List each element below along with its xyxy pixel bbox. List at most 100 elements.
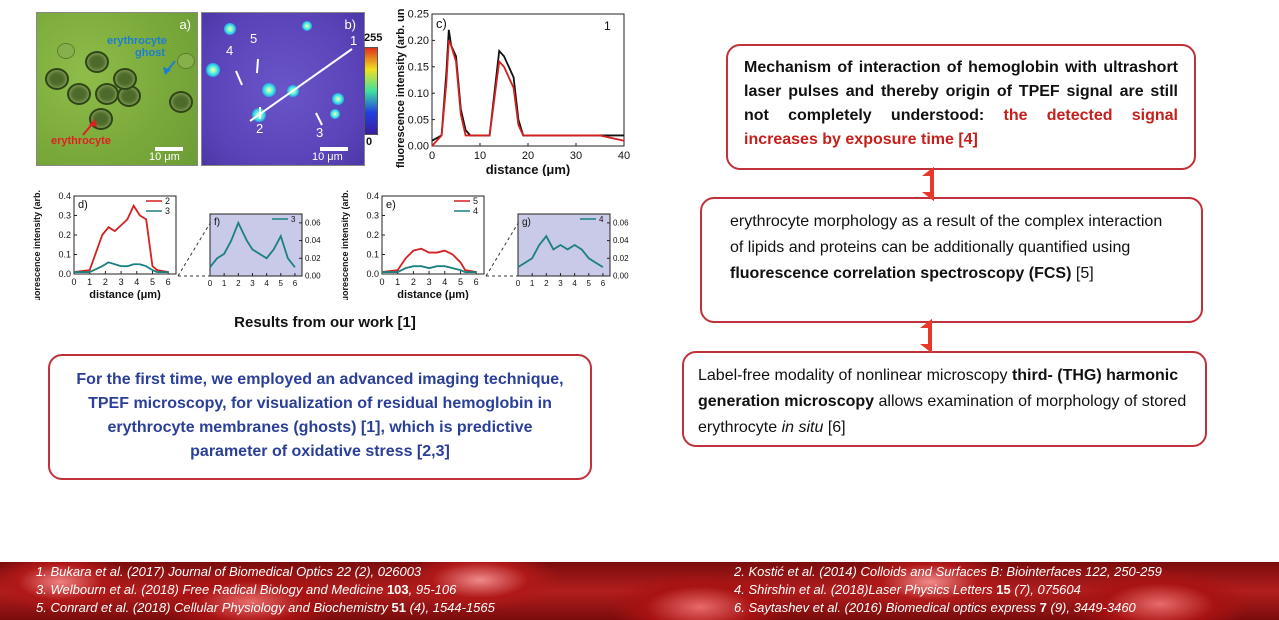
panel-label: e) xyxy=(386,199,396,211)
reference-6: 6. Saytashev et al. (2016) Biomedical op… xyxy=(734,600,1136,615)
x-tick-label: 40 xyxy=(618,150,630,162)
cell xyxy=(169,91,193,113)
x-tick-label: 3 xyxy=(250,279,255,288)
x-axis-label: distance (μm) xyxy=(486,162,571,176)
x-tick-label: 4 xyxy=(442,277,447,287)
y-tick-label: 0.05 xyxy=(408,114,429,126)
y-tick-label: 0.1 xyxy=(58,250,71,260)
chart-f: 0 1 2 3 4 5 60.000.020.040.06f) 3 xyxy=(208,213,321,288)
y-tick-label: 0.3 xyxy=(366,211,379,221)
first-time-box: For the first time, we employed an advan… xyxy=(48,354,592,480)
x-tick-label: 2 xyxy=(544,279,549,288)
profile-lines xyxy=(235,48,353,151)
reference-4: 4. Shirshin et al. (2018)Laser Physics L… xyxy=(734,582,1081,597)
y-tick-label: 0.06 xyxy=(613,219,629,228)
cell xyxy=(113,68,137,90)
series-line xyxy=(209,220,296,268)
y-tick-label: 0.20 xyxy=(408,35,429,47)
double-arrow-2 xyxy=(920,318,932,354)
cell xyxy=(85,51,109,73)
plot-area xyxy=(73,195,177,275)
line-label-3: 3 xyxy=(316,125,324,140)
reference-2: 2. Kostić et al. (2014) Colloids and Sur… xyxy=(734,564,1162,579)
x-tick-label: 5 xyxy=(279,279,284,288)
legend-label: 4 xyxy=(599,215,604,224)
x-tick-label: 0 xyxy=(71,277,76,287)
x-tick-label: 4 xyxy=(572,279,577,288)
y-tick-label: 0.00 xyxy=(613,272,629,281)
colorbar-max: 255 xyxy=(364,32,383,44)
y-tick-label: 0.04 xyxy=(613,236,629,245)
erythrocyte-label: erythrocyte xyxy=(51,135,111,147)
x-tick-label: 2 xyxy=(411,277,416,287)
micrograph-a: a) erythrocyte ghost erythrocyte 10 μm xyxy=(36,12,198,166)
x-tick-label: 1 xyxy=(87,277,92,287)
y-tick-label: 0.00 xyxy=(305,272,321,281)
x-tick-label: 10 xyxy=(474,150,486,162)
panel-label: f) xyxy=(214,217,220,228)
panel-label-b: b) xyxy=(344,17,356,32)
x-tick-label: 1 xyxy=(222,279,227,288)
y-tick-label: 0.25 xyxy=(408,9,429,21)
reference-1: 1. Bukara et al. (2017) Journal of Biome… xyxy=(36,564,422,579)
x-tick-label: 6 xyxy=(293,279,298,288)
panel-label-a: a) xyxy=(179,17,191,32)
thg-italic: in situ xyxy=(781,419,824,436)
fcs-bold: fluorescence correlation spectroscopy (F… xyxy=(730,265,1072,282)
series-line xyxy=(517,234,604,268)
x-axis-label: distance (μm) xyxy=(89,289,161,300)
fluorescent-spot xyxy=(302,21,312,31)
x-tick-label: 0 xyxy=(379,277,384,287)
ghost-cell xyxy=(57,43,75,59)
chart-g: 0 1 2 3 4 5 60.000.020.040.06g) 4 xyxy=(516,213,629,288)
plot-area xyxy=(209,213,303,277)
series-line xyxy=(74,261,169,273)
annotation-arrows xyxy=(82,60,183,151)
y-tick-label: 0.4 xyxy=(366,191,379,201)
y-tick-label: 0.10 xyxy=(408,88,429,100)
reference-5: 5. Conrard et al. (2018) Cellular Physio… xyxy=(36,600,495,615)
y-tick-label: 0.3 xyxy=(58,211,71,221)
legend-label: 5 xyxy=(473,196,478,206)
y-tick-label: 0.06 xyxy=(305,219,321,228)
fcs-text-1: erythrocyte morphology as a result of th… xyxy=(730,213,1163,256)
reference-3: 3. Welbourn et al. (2018) Free Radical B… xyxy=(36,582,457,597)
x-tick-label: 5 xyxy=(150,277,155,287)
legend-label: 3 xyxy=(291,215,296,224)
cell xyxy=(45,68,69,90)
legend-label: 3 xyxy=(165,206,170,216)
cell xyxy=(67,83,91,105)
mechanism-text: Mechanism of interaction of hemoglobin w… xyxy=(744,59,1178,124)
colorbar-min: 0 xyxy=(366,136,373,148)
references-footer: 1. Bukara et al. (2017) Journal of Biome… xyxy=(0,562,1279,620)
colorbar xyxy=(364,47,378,135)
x-tick-label: 5 xyxy=(458,277,463,287)
mechanism-box: Mechanism of interaction of hemoglobin w… xyxy=(726,44,1196,170)
x-tick-label: 3 xyxy=(558,279,563,288)
scale-label-a: 10 μm xyxy=(149,151,180,163)
thg-text-3: [6] xyxy=(823,419,846,436)
series-line xyxy=(73,203,169,273)
micrograph-b: b) 1 2 3 4 5 10 μm xyxy=(201,12,365,166)
x-tick-label: 0 xyxy=(208,279,213,288)
thg-box: Label-free modality of nonlinear microsc… xyxy=(682,351,1207,447)
x-tick-label: 2 xyxy=(103,277,108,287)
y-tick-label: 0.02 xyxy=(305,254,321,263)
series-line xyxy=(431,40,625,147)
panel-label: g) xyxy=(522,217,531,228)
x-tick-label: 2 xyxy=(236,279,241,288)
plot-area xyxy=(381,195,485,275)
series-line xyxy=(382,265,477,273)
scale-label-b: 10 μm xyxy=(312,151,343,163)
thg-bold: third- (THG) harmonic generation microsc… xyxy=(698,367,1179,410)
x-tick-label: 4 xyxy=(264,279,269,288)
x-tick-label: 6 xyxy=(166,277,171,287)
x-tick-label: 30 xyxy=(570,150,582,162)
plot-area xyxy=(517,213,611,277)
y-tick-label: 0.04 xyxy=(305,236,321,245)
x-tick-label: 20 xyxy=(522,150,534,162)
thg-text-2: allows examination of morphology of stor… xyxy=(698,393,1187,436)
fluorescent-spot xyxy=(330,109,340,119)
line-label-5: 5 xyxy=(250,31,258,46)
y-tick-label: 0.1 xyxy=(366,250,379,260)
